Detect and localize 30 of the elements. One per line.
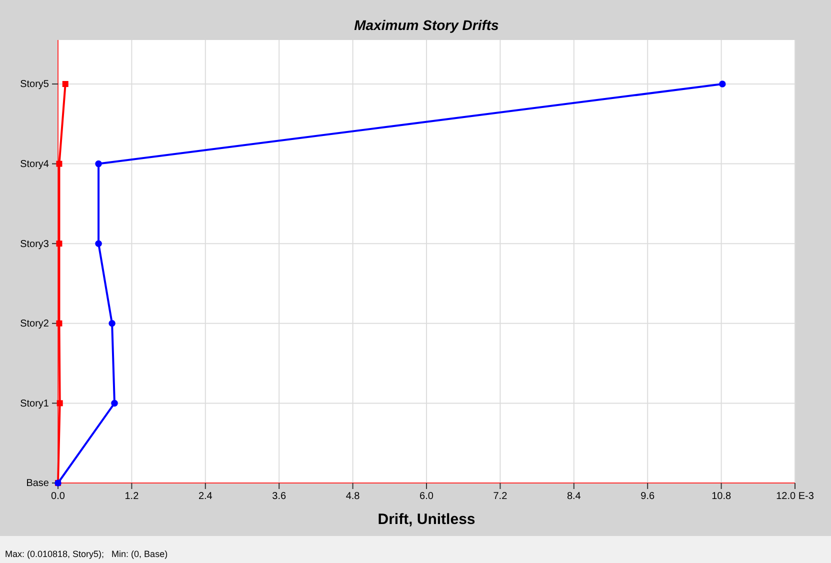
point: [56, 320, 62, 326]
y-tick-label: Story5: [20, 79, 50, 90]
x-tick-label: 2.4: [198, 491, 213, 502]
point: [56, 240, 62, 247]
x-tick-label: 12.0 E-3: [776, 491, 814, 502]
x-tick-label: 1.2: [124, 491, 140, 502]
point: [62, 81, 68, 87]
text: Max: (0.010818, Story5); Min: (0, Base): [5, 549, 168, 559]
x-tick-label: 0.0: [51, 491, 66, 502]
point: [719, 80, 726, 88]
y-tick-label: Story1: [20, 398, 50, 410]
y-tick-label: Base: [26, 478, 50, 490]
point: [95, 160, 102, 168]
x-tick-label: 3.6: [272, 491, 286, 502]
y-tick-label: Story3: [20, 238, 50, 250]
x-axis-title: Drift, Unitless: [378, 511, 476, 528]
point: [56, 160, 62, 167]
x-tick-label: 7.2: [493, 491, 508, 502]
x-tick-label: 6.0: [420, 491, 434, 502]
y-tick-label: Story4: [20, 159, 50, 170]
point: [56, 400, 63, 406]
point: [95, 240, 102, 247]
point: [108, 320, 116, 327]
point: [111, 400, 118, 407]
x-tick-label: 9.6: [640, 491, 655, 502]
x-tick-label: 8.4: [566, 491, 582, 502]
x-tick-label: 10.8: [712, 491, 732, 502]
x-tick-label: 4.8: [346, 491, 360, 502]
y-tick-label: Story2: [20, 318, 50, 330]
chart-title: Maximum Story Drifts: [354, 17, 500, 33]
